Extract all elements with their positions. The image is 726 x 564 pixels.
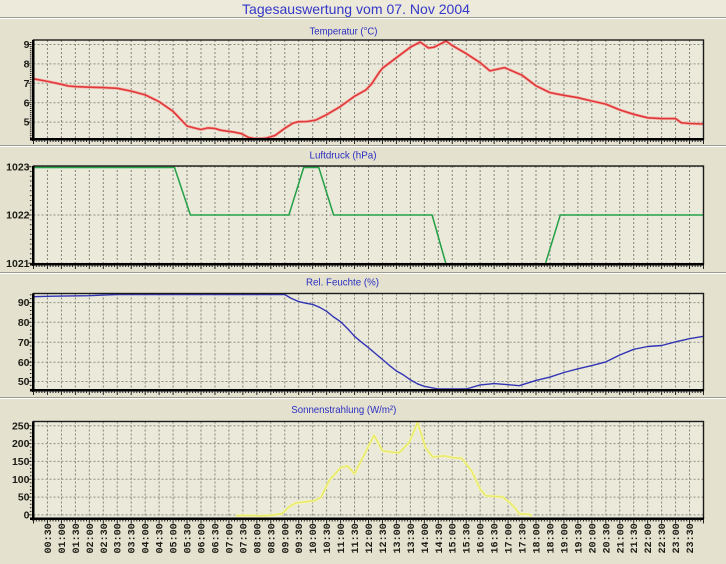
svg-text:13:30: 13:30	[407, 523, 418, 553]
svg-text:23:00: 23:00	[672, 523, 683, 553]
svg-text:Temperatur (°C): Temperatur (°C)	[310, 26, 378, 38]
svg-text:23:30: 23:30	[686, 523, 697, 553]
svg-text:10:30: 10:30	[323, 523, 334, 553]
svg-text:100: 100	[12, 474, 30, 486]
svg-text:14:00: 14:00	[421, 523, 432, 553]
svg-text:09:30: 09:30	[295, 523, 306, 553]
svg-text:02:30: 02:30	[100, 523, 111, 553]
svg-text:7: 7	[24, 78, 30, 90]
svg-text:1022: 1022	[6, 210, 30, 222]
svg-text:0: 0	[24, 510, 30, 522]
svg-text:19:00: 19:00	[560, 523, 571, 553]
svg-text:6: 6	[24, 97, 30, 109]
svg-text:19:30: 19:30	[574, 523, 585, 553]
svg-text:1023: 1023	[6, 161, 30, 173]
svg-text:Sonnenstrahlung (W/m²): Sonnenstrahlung (W/m²)	[291, 404, 396, 416]
svg-text:80: 80	[18, 317, 30, 329]
svg-text:150: 150	[12, 456, 30, 468]
svg-text:Tagesauswertung vom 07. Nov 20: Tagesauswertung vom 07. Nov 2004	[242, 1, 470, 17]
svg-text:09:00: 09:00	[281, 523, 292, 553]
svg-text:07:30: 07:30	[239, 523, 250, 553]
svg-text:20:30: 20:30	[602, 523, 613, 553]
svg-text:200: 200	[12, 438, 30, 450]
svg-text:06:00: 06:00	[198, 523, 209, 553]
svg-text:08:00: 08:00	[253, 523, 264, 553]
svg-text:5: 5	[24, 117, 30, 129]
svg-text:17:00: 17:00	[505, 523, 516, 553]
svg-text:50: 50	[18, 492, 30, 504]
svg-text:90: 90	[18, 297, 30, 309]
svg-text:250: 250	[12, 420, 30, 432]
svg-text:17:30: 17:30	[519, 523, 530, 553]
svg-text:18:00: 18:00	[533, 523, 544, 553]
svg-text:05:00: 05:00	[170, 523, 181, 553]
svg-text:04:00: 04:00	[142, 523, 153, 553]
svg-text:50: 50	[18, 376, 30, 388]
svg-text:13:00: 13:00	[393, 523, 404, 553]
svg-text:01:00: 01:00	[58, 523, 69, 553]
svg-text:12:30: 12:30	[379, 523, 390, 553]
svg-text:Luftdruck (hPa): Luftdruck (hPa)	[310, 150, 377, 162]
svg-text:10:00: 10:00	[309, 523, 320, 553]
svg-text:08:30: 08:30	[267, 523, 278, 553]
svg-text:07:00: 07:00	[225, 523, 236, 553]
svg-text:21:00: 21:00	[616, 523, 627, 553]
svg-text:04:30: 04:30	[156, 523, 167, 553]
svg-text:9: 9	[24, 39, 30, 51]
svg-text:03:30: 03:30	[128, 523, 139, 553]
svg-text:06:30: 06:30	[212, 523, 223, 553]
svg-text:01:30: 01:30	[72, 523, 83, 553]
svg-text:22:30: 22:30	[658, 523, 669, 553]
svg-text:1021: 1021	[6, 258, 30, 270]
svg-text:8: 8	[24, 59, 30, 71]
svg-text:15:30: 15:30	[463, 523, 474, 553]
svg-text:70: 70	[18, 337, 30, 349]
svg-text:11:00: 11:00	[337, 523, 348, 553]
svg-text:22:00: 22:00	[644, 523, 655, 553]
svg-text:18:30: 18:30	[547, 523, 558, 553]
svg-text:05:30: 05:30	[184, 523, 195, 553]
svg-text:15:00: 15:00	[449, 523, 460, 553]
svg-text:60: 60	[18, 357, 30, 369]
svg-text:03:00: 03:00	[114, 523, 125, 553]
svg-text:14:30: 14:30	[435, 523, 446, 553]
svg-text:02:00: 02:00	[86, 523, 97, 553]
svg-text:16:30: 16:30	[491, 523, 502, 553]
svg-text:16:00: 16:00	[477, 523, 488, 553]
svg-text:Rel. Feuchte (%): Rel. Feuchte (%)	[306, 277, 379, 289]
svg-text:12:00: 12:00	[365, 523, 376, 553]
svg-text:00:30: 00:30	[44, 523, 55, 553]
svg-text:21:30: 21:30	[630, 523, 641, 553]
svg-text:20:00: 20:00	[588, 523, 599, 553]
svg-text:11:30: 11:30	[351, 523, 362, 553]
